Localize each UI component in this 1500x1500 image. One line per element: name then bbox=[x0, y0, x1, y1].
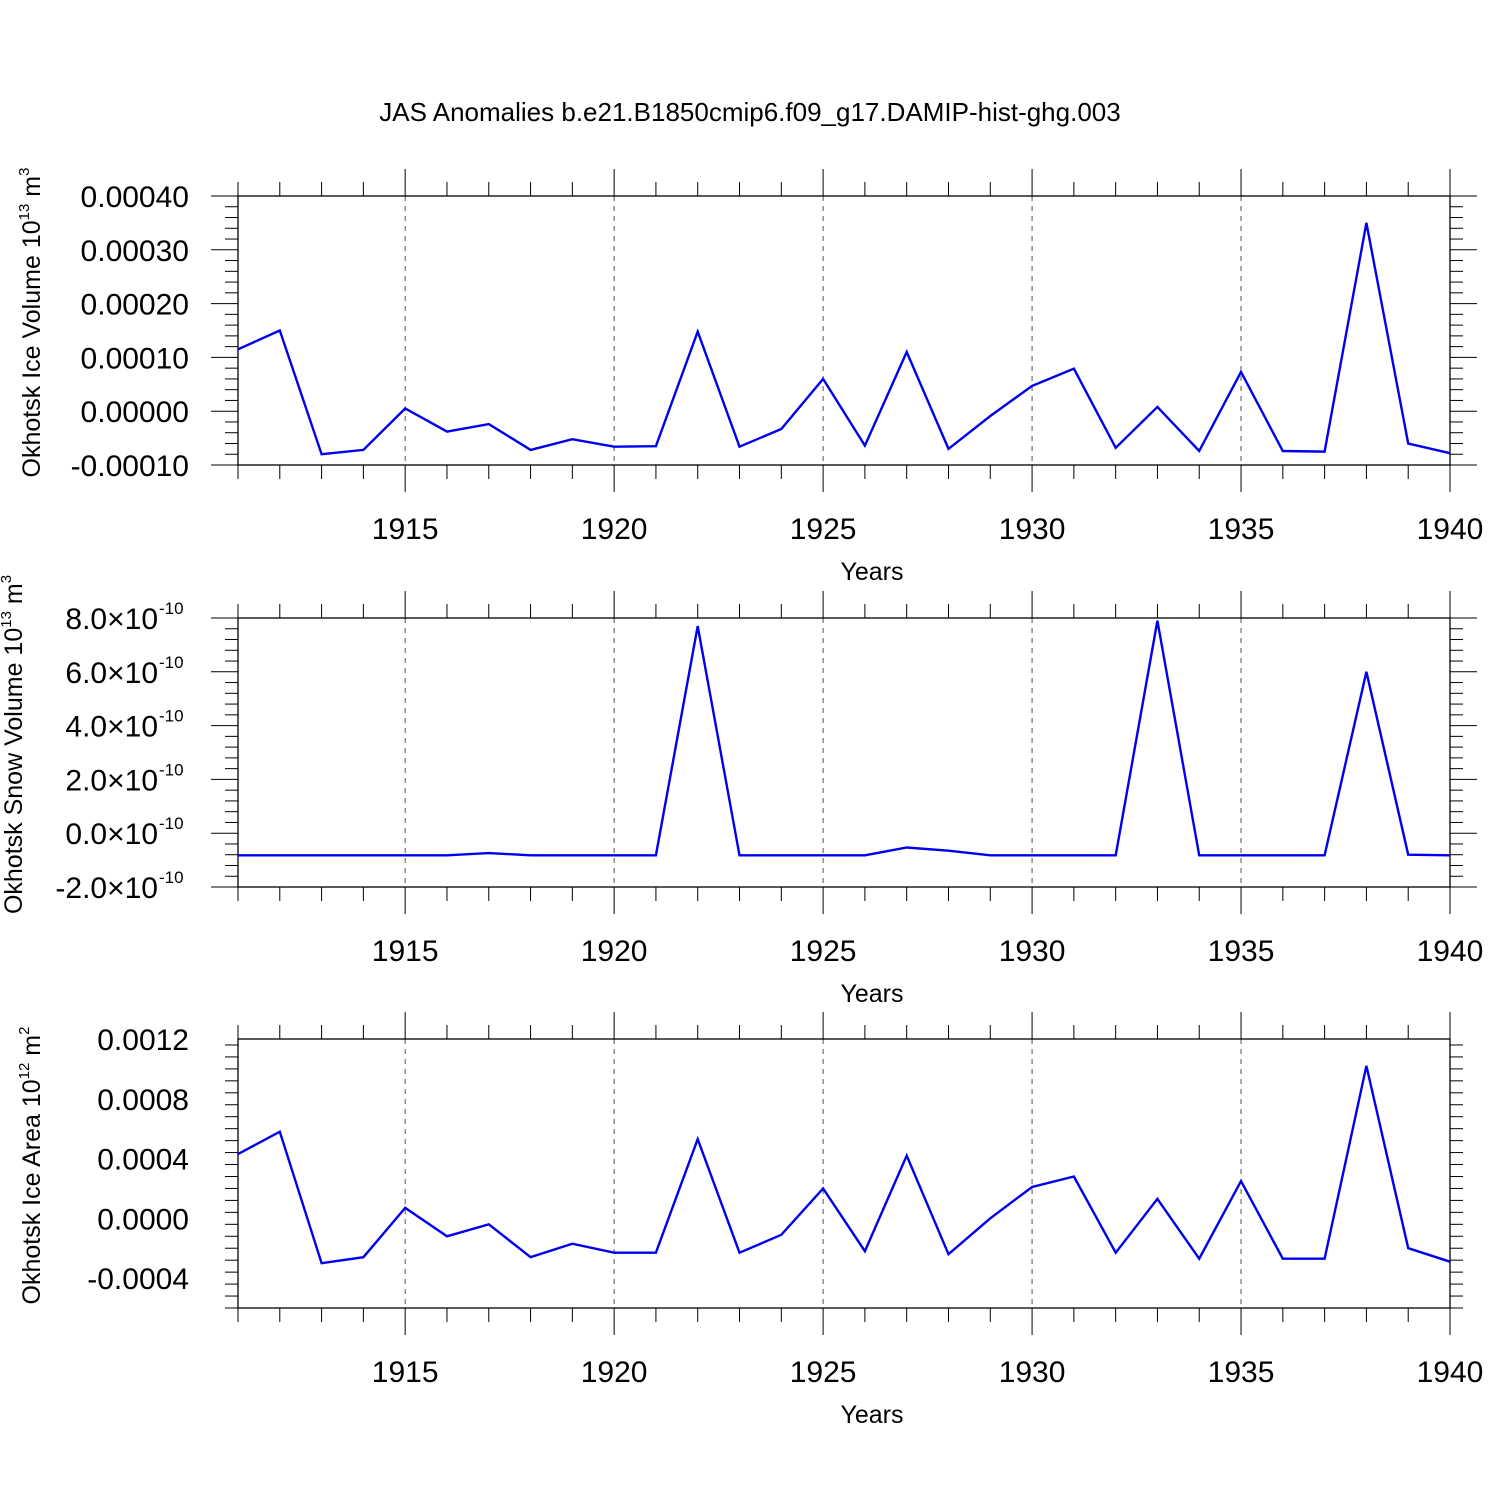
panel-3: 1915 1920 1925 1930 1935 1940 Years -0.0004 0.00… bbox=[16, 1012, 1483, 1429]
x-tick-label: 1930 bbox=[999, 1356, 1066, 1389]
y-tick-exponent: -10 bbox=[159, 653, 184, 672]
x-axis-label: Years bbox=[840, 980, 903, 1008]
x-tick-label: 1915 bbox=[372, 513, 439, 546]
x-tick-label: 1935 bbox=[1208, 935, 1275, 968]
series-line bbox=[237, 1065, 1451, 1265]
y-tick-label: 0.00020 bbox=[81, 289, 189, 322]
y-axis-label: Okhotsk Snow Volume 1013 m3 bbox=[0, 575, 28, 914]
plot-frame bbox=[237, 1038, 1451, 1309]
y-tick-label: -0.00010 bbox=[71, 450, 189, 483]
y-tick-label: 2.0×10 bbox=[65, 764, 158, 797]
panel-1: 1915 1920 1925 1930 1935 1940 Years -0.00010 0.0… bbox=[16, 168, 1483, 586]
y-tick-label: 0.00010 bbox=[81, 342, 189, 375]
y-tick-label: 0.0000 bbox=[97, 1203, 189, 1236]
x-tick-label: 1925 bbox=[790, 513, 857, 546]
x-tick-label: 1920 bbox=[581, 513, 648, 546]
y-tick-label: 0.0×10 bbox=[65, 818, 158, 851]
y-tick-exponent: -10 bbox=[159, 760, 184, 779]
y-tick-label: 4.0×10 bbox=[65, 711, 158, 744]
x-tick-label: 1930 bbox=[999, 935, 1066, 968]
y-tick-label: 0.0008 bbox=[97, 1084, 189, 1117]
y-tick-label: 6.0×10 bbox=[65, 657, 158, 690]
plot-frame bbox=[237, 195, 1451, 466]
y-tick-exponent: -10 bbox=[159, 707, 184, 726]
y-tick-label: 0.00000 bbox=[81, 396, 189, 429]
series-line bbox=[238, 620, 1451, 857]
y-tick-exponent: -10 bbox=[159, 814, 184, 833]
x-tick-label: 1915 bbox=[372, 1356, 439, 1389]
y-axis-label: Okhotsk Ice Area 1012 m2 bbox=[16, 1027, 46, 1305]
x-tick-label: 1940 bbox=[1417, 1356, 1484, 1389]
x-tick-label: 1925 bbox=[790, 1356, 857, 1389]
x-axis-label: Years bbox=[840, 1401, 903, 1429]
x-tick-label: 1930 bbox=[999, 513, 1066, 546]
y-tick-label: -0.0004 bbox=[87, 1263, 189, 1296]
chart-title: JAS Anomalies b.e21.B1850cmip6.f09_g17.D… bbox=[379, 97, 1120, 127]
y-tick-label: 8.0×10 bbox=[65, 603, 158, 636]
x-tick-label: 1935 bbox=[1208, 1356, 1275, 1389]
y-axis-label: Okhotsk Ice Volume 1013 m3 bbox=[16, 168, 46, 478]
x-tick-label: 1940 bbox=[1417, 935, 1484, 968]
x-tick-label: 1920 bbox=[581, 935, 648, 968]
x-axis-label: Years bbox=[840, 558, 903, 586]
x-tick-label: 1920 bbox=[581, 1356, 648, 1389]
y-tick-exponent: -10 bbox=[159, 599, 184, 618]
x-tick-label: 1935 bbox=[1208, 513, 1275, 546]
panels: 1915 1920 1925 1930 1935 1940 Years -0.00010 0.0… bbox=[0, 168, 1483, 1429]
x-tick-label: 1925 bbox=[790, 935, 857, 968]
y-tick-label: 0.0004 bbox=[97, 1144, 189, 1177]
x-tick-label: 1940 bbox=[1417, 513, 1484, 546]
series-line bbox=[237, 222, 1451, 456]
y-tick-label: 0.00040 bbox=[81, 181, 189, 214]
y-tick-label: 0.0012 bbox=[97, 1024, 189, 1057]
y-tick-label: -2.0×10 bbox=[55, 872, 158, 905]
x-tick-label: 1915 bbox=[372, 935, 439, 968]
plot-frame bbox=[237, 617, 1451, 888]
y-tick-exponent: -10 bbox=[159, 868, 184, 887]
y-tick-label: 0.00030 bbox=[81, 235, 189, 268]
